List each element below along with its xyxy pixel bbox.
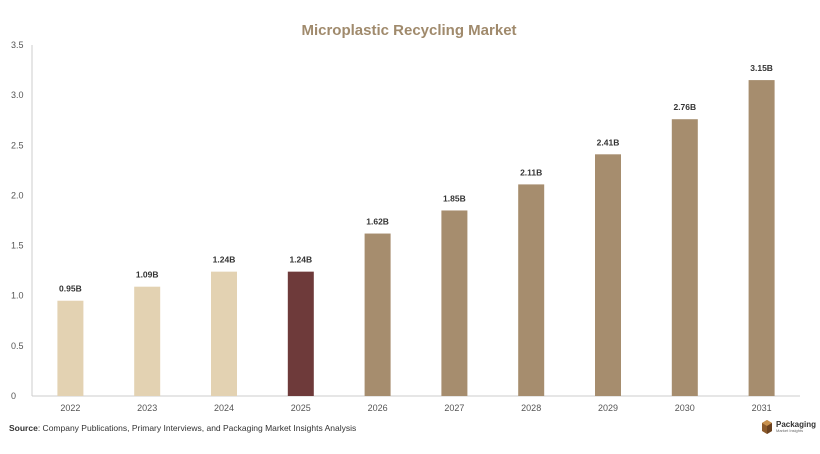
data-label: 3.15B [750,63,773,73]
data-label: 1.62B [366,217,389,227]
logo-tagline: Market Insights [776,428,804,433]
y-tick-label: 3.0 [11,90,24,100]
x-tick-label: 2030 [675,403,695,413]
bar-2026 [364,233,391,396]
data-label: 2.41B [597,137,620,147]
bar-2029 [595,154,621,396]
brand-logo: Packaging Market Insights [762,420,816,434]
data-label: 1.85B [443,193,466,203]
y-tick-label: 0 [11,391,16,401]
x-tick-label: 2028 [521,403,541,413]
x-tick-label: 2024 [214,403,234,413]
chart-bars [57,80,775,396]
y-tick-label: 2.0 [11,190,24,200]
chart-data-labels: 0.95B 1.09B 1.24B 1.24B 1.62B 1.85B 2.11B 2.41B… [59,63,773,294]
x-tick-label: 2029 [598,403,618,413]
bar-2025 [287,271,314,396]
package-box-icon [762,420,772,434]
bar-2028 [518,184,545,396]
source-text: : Company Publications, Primary Intervie… [37,423,357,433]
x-tick-label: 2027 [444,403,464,413]
source-label: Source [9,423,38,433]
data-label: 1.09B [136,270,159,280]
source-note: Source: Company Publications, Primary In… [9,423,356,433]
data-label: 1.24B [213,255,236,265]
y-tick-label: 0.5 [11,341,24,351]
x-tick-label: 2023 [137,403,157,413]
data-label: 0.95B [59,284,82,294]
y-tick-label: 2.5 [11,140,24,150]
bar-2031 [748,80,775,396]
logo-name: Packaging [776,420,817,429]
data-label: 2.11B [520,167,542,177]
bar-2030 [671,119,698,396]
x-tick-label: 2031 [752,403,772,413]
bar-2022 [57,300,84,396]
x-tick-label: 2025 [291,403,311,413]
x-tick-label: 2022 [60,403,80,413]
data-label: 2.76B [673,102,696,112]
y-tick-label: 3.5 [11,40,24,50]
y-tick-label: 1.0 [11,291,24,301]
bar-2023 [134,286,161,396]
bar-2024 [211,271,237,396]
data-label: 1.24B [289,255,312,265]
y-tick-label: 1.5 [11,241,24,251]
x-tick-label: 2026 [368,403,388,413]
bar-2027 [441,210,468,396]
chart-title: Microplastic Recycling Market [301,22,516,39]
